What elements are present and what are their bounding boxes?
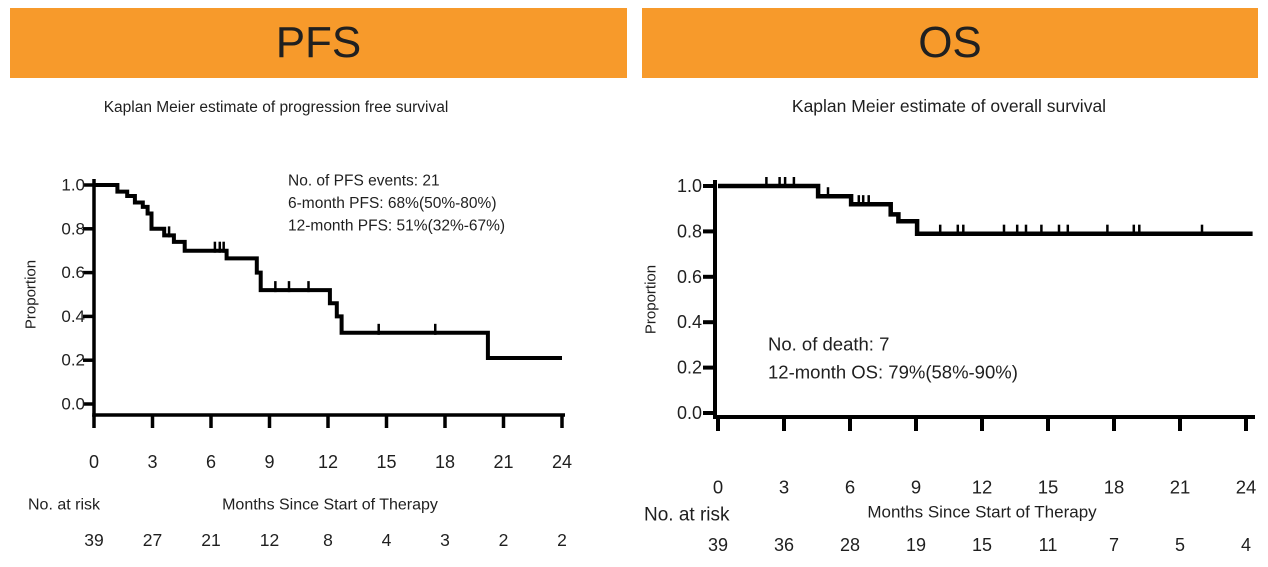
at-risk-number: 28	[840, 535, 860, 555]
pfs-panel: PFS Kaplan Meier estimate of progression…	[10, 8, 627, 551]
y-tick-label: 0.0	[677, 403, 702, 423]
x-tick-label: 0	[89, 452, 99, 472]
annotation-line: 6-month PFS: 68%(50%-80%)	[288, 195, 496, 212]
at-risk-number: 5	[1175, 535, 1185, 555]
pfs-chart-title: Kaplan Meier estimate of progression fre…	[103, 99, 449, 116]
at-risk-number: 2	[557, 530, 567, 550]
x-axis-label: Months Since Start of Therapy	[867, 503, 1097, 522]
x-tick-label: 3	[147, 452, 157, 472]
at-risk-number: 39	[708, 535, 728, 555]
annotation-line: 12-month PFS: 51%(32%-67%)	[288, 218, 505, 235]
pfs-banner: PFS	[10, 8, 627, 78]
x-tick-label: 15	[376, 452, 396, 472]
at-risk-label: No. at risk	[644, 505, 730, 526]
at-risk-label: No. at risk	[28, 497, 101, 514]
x-tick-label: 15	[1038, 477, 1059, 498]
at-risk-number: 19	[906, 535, 926, 555]
at-risk-number: 7	[1109, 535, 1119, 555]
annotation-line: No. of death: 7	[768, 334, 889, 355]
y-tick-label: 0.2	[677, 358, 702, 378]
os-chart-title: Kaplan Meier estimate of overall surviva…	[791, 96, 1107, 116]
y-tick-label: 0.6	[61, 263, 85, 282]
at-risk-number: 4	[1241, 535, 1251, 555]
at-risk-number: 11	[1039, 535, 1058, 555]
at-risk-number: 12	[260, 530, 279, 550]
pfs-banner-title: PFS	[275, 18, 362, 67]
km-step-curve	[718, 183, 1253, 236]
x-tick-label: 3	[779, 477, 789, 498]
at-risk-number: 36	[774, 535, 794, 555]
x-tick-label: 24	[1236, 477, 1257, 498]
at-risk-number: 3	[440, 530, 450, 550]
x-tick-label: 12	[972, 477, 993, 498]
y-tick-label: 0.0	[61, 395, 85, 414]
at-risk-number: 8	[323, 530, 333, 550]
annotation-line: No. of PFS events: 21	[288, 173, 440, 190]
x-tick-label: 21	[493, 452, 513, 472]
at-risk-number: 15	[972, 535, 992, 555]
x-tick-label: 0	[713, 477, 723, 498]
km-step-curve	[94, 183, 562, 360]
pfs-km-chart: 1.00.80.60.40.20.00393276219121281541832…	[23, 173, 573, 551]
x-tick-label: 9	[911, 477, 921, 498]
annotation-line: 12-month OS: 79%(58%-90%)	[768, 362, 1018, 383]
y-axis-label: Proportion	[643, 265, 660, 334]
at-risk-number: 4	[382, 530, 392, 550]
x-tick-label: 18	[1104, 477, 1125, 498]
x-tick-label: 12	[318, 452, 338, 472]
x-tick-label: 6	[206, 452, 216, 472]
at-risk-number: 21	[201, 530, 220, 550]
x-tick-label: 18	[435, 452, 455, 472]
y-tick-label: 1.0	[677, 176, 702, 196]
y-tick-label: 0.4	[677, 312, 702, 332]
x-tick-label: 24	[552, 452, 572, 472]
x-tick-label: 6	[845, 477, 855, 498]
x-tick-label: 9	[264, 452, 274, 472]
os-banner: OS	[642, 8, 1258, 78]
y-tick-label: 0.8	[677, 221, 702, 241]
at-risk-number: 39	[84, 530, 103, 550]
os-banner-title: OS	[918, 18, 982, 67]
y-tick-label: 1.0	[61, 176, 85, 195]
os-km-chart: 1.0 0.8 0.6 0.4 0.2 0.0 0 39 3 36 6 28 9 19 12 15 15 11 18…	[643, 176, 1257, 555]
x-tick-label: 21	[1170, 477, 1191, 498]
y-axis-label: Proportion	[23, 260, 40, 329]
y-tick-label: 0.6	[677, 267, 702, 287]
y-tick-label: 0.8	[61, 219, 85, 238]
at-risk-number: 2	[499, 530, 509, 550]
y-tick-label: 0.2	[61, 351, 85, 370]
os-panel: OS Kaplan Meier estimate of overall surv…	[634, 0, 1268, 567]
y-tick-label: 0.4	[61, 307, 85, 326]
x-axis-label: Months Since Start of Therapy	[222, 497, 438, 514]
at-risk-number: 27	[143, 530, 162, 550]
